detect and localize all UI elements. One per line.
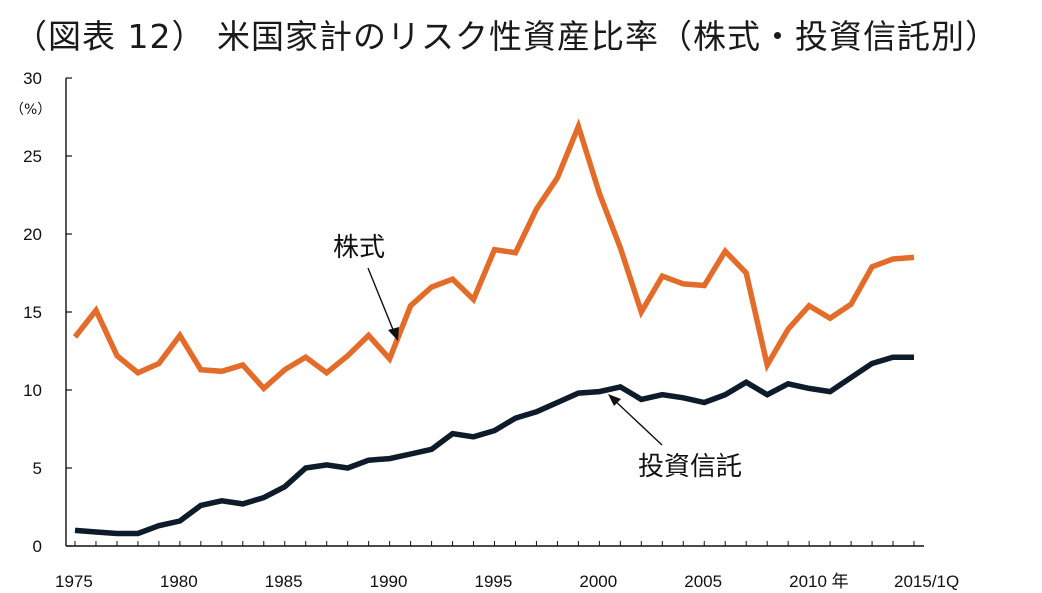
stock-annotation-arrowhead	[388, 327, 399, 341]
fund-annotation-arrow	[611, 397, 663, 446]
x-tick-label: 1990	[370, 572, 408, 591]
y-tick-label: 30	[23, 69, 42, 88]
y-tick-label: 10	[23, 381, 42, 400]
x-tick-label: 2010 年	[789, 572, 849, 591]
y-tick-label: 5	[33, 459, 42, 478]
fund-series-label: 投資信託	[638, 452, 742, 482]
x-tick-label: 1975	[55, 572, 93, 591]
stock-series-line	[72, 118, 915, 393]
series-lines	[72, 118, 915, 537]
stock-series-label: 株式	[333, 233, 385, 263]
stock-annotation-arrow	[367, 267, 397, 338]
y-tick-label: 20	[23, 225, 42, 244]
x-tick-label: 1985	[265, 572, 303, 591]
y-tick-label: 15	[23, 303, 42, 322]
fund-series-line	[74, 354, 914, 537]
y-tick-label: 25	[23, 147, 42, 166]
x-tick-label: 1980	[160, 572, 198, 591]
axes: （%）	[10, 78, 924, 547]
x-tick-label: 2000	[579, 572, 617, 591]
y-tick-label: 0	[33, 537, 42, 556]
y-axis-ticks: 0 5 10 15 20 25 30	[23, 69, 72, 556]
fund-annotation-arrowhead	[608, 394, 621, 406]
y-axis-unit-label: （%）	[10, 102, 51, 118]
x-tick-label: 2005	[684, 572, 722, 591]
x-tick-label: 2015/1Q	[894, 572, 959, 591]
annotations: 株式 投資信託	[333, 233, 742, 482]
x-tick-label: 1995	[475, 572, 513, 591]
chart-title: （図表 12） 米国家計のリスク性資産比率（株式・投資信託別）	[14, 17, 999, 56]
x-axis-ticks: 1975 1980 1985 1990 1995 2000 2005 2010 年 2015/1…	[55, 541, 959, 591]
